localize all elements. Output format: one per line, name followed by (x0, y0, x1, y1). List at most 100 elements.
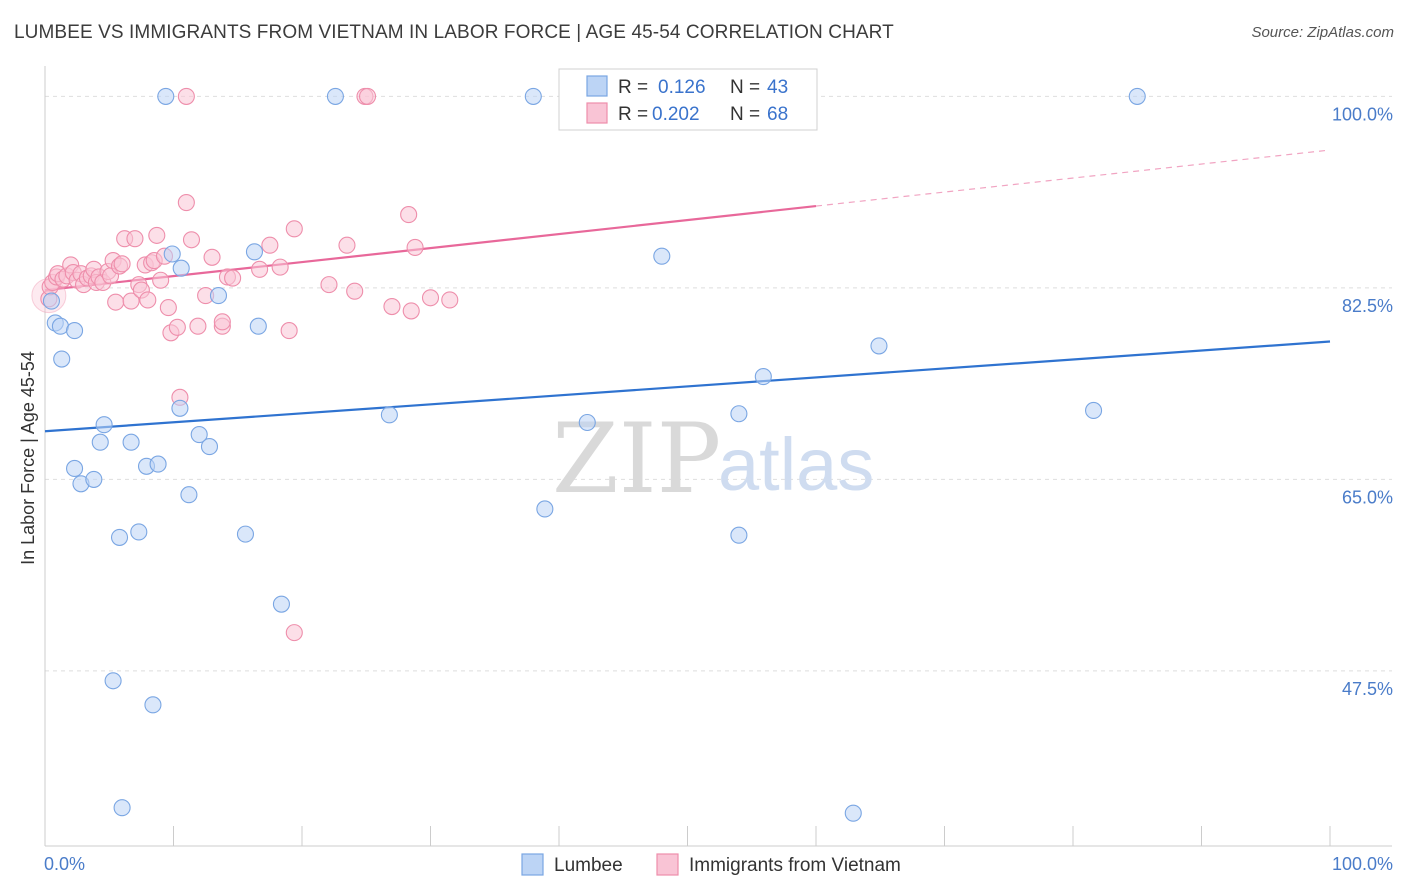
vietnam-point (148, 226, 166, 244)
lumbee-point (91, 433, 109, 451)
lumbee-r-value: 0.126 (658, 77, 706, 98)
vietnam-point (224, 269, 242, 287)
source-note: Source: ZipAtlas.com (1251, 24, 1394, 41)
lumbee-point (1085, 401, 1103, 420)
lumbee-point (1128, 87, 1146, 105)
lumbee-point (172, 259, 190, 277)
vietnam-point (159, 299, 177, 317)
x-tick-labels: 0.0% 100.0% (44, 854, 1393, 874)
lumbee-point (157, 87, 175, 105)
lumbee-point (144, 696, 162, 714)
axes (44, 66, 1392, 847)
lumbee-point (653, 247, 671, 265)
vietnam-point (320, 276, 338, 294)
vietnam-point (406, 238, 424, 256)
lumbee-point (730, 526, 748, 544)
vietnam-n-value: 68 (767, 104, 788, 125)
lumbee-point (245, 243, 264, 261)
vietnam-point (441, 291, 459, 309)
lumbee-point (85, 470, 103, 488)
vietnam-trendline-extension (815, 149, 1331, 207)
watermark: ZIP atlas (552, 403, 874, 515)
lumbee-point (104, 672, 122, 690)
lumbee-point (326, 87, 344, 105)
lumbee-point (42, 292, 60, 310)
y-tick-labels: 47.5% 65.0% 82.5% 100.0% (1332, 104, 1393, 699)
lumbee-point (113, 799, 131, 817)
lumbee-point (249, 317, 267, 335)
legend-vietnam-label: Immigrants from Vietnam (689, 855, 901, 876)
chart-title: LUMBEE VS IMMIGRANTS FROM VIETNAM IN LAB… (14, 22, 894, 43)
vietnam-n-label: N = (730, 104, 760, 125)
stats-legend: R = 0.126 N = 43 R = 0.202 N = 68 (558, 68, 818, 131)
vietnam-r-value: 0.202 (652, 104, 700, 125)
vietnam-point (346, 282, 364, 300)
vietnam-point (338, 236, 356, 254)
lumbee-point (180, 486, 198, 504)
vietnam-r-label: R = (618, 104, 648, 125)
lumbee-point (163, 245, 181, 263)
y-tick-label: 65.0% (1342, 487, 1393, 507)
vietnam-point (203, 248, 221, 266)
lumbee-point (578, 413, 596, 432)
lumbee-point (536, 500, 554, 518)
lumbee-point (844, 804, 862, 822)
series-vietnam-points (31, 87, 761, 642)
lumbee-point (209, 287, 228, 305)
vietnam-point (177, 87, 195, 105)
lumbee-point (236, 525, 255, 543)
lumbee-n-label: N = (730, 77, 760, 98)
vietnam-point (400, 206, 418, 224)
lumbee-point (66, 322, 84, 340)
vietnam-point (189, 317, 207, 335)
x-tick-label: 100.0% (1332, 854, 1393, 874)
trendlines (44, 149, 1331, 433)
lumbee-point (190, 425, 208, 444)
vietnam-point (285, 220, 303, 238)
vietnam-point (280, 322, 298, 340)
y-tick-label: 100.0% (1332, 104, 1393, 124)
lumbee-point (53, 350, 71, 368)
lumbee-point (380, 406, 398, 424)
vietnam-point (177, 194, 195, 212)
lumbee-point (110, 528, 129, 546)
y-axis-label: In Labor Force | Age 45-54 (18, 351, 38, 565)
lumbee-point (149, 455, 167, 473)
vietnam-point (126, 230, 144, 248)
lumbee-trendline (44, 340, 1331, 433)
lumbee-swatch (586, 75, 608, 97)
y-tick-label: 47.5% (1342, 679, 1393, 699)
lumbee-point (51, 317, 69, 335)
bottom-legend: Lumbee Immigrants from Vietnam (521, 853, 901, 876)
lumbee-point (272, 595, 290, 613)
vietnam-point (213, 313, 231, 331)
lumbee-point (95, 416, 113, 434)
lumbee-point (66, 459, 84, 478)
vietnam-point (421, 289, 440, 307)
lumbee-point (524, 87, 542, 105)
vietnam-point (182, 231, 201, 249)
lumbee-point (870, 337, 888, 355)
lumbee-point (130, 523, 148, 541)
vietnam-point (383, 297, 401, 316)
vietnam-point (251, 260, 269, 278)
vietnam-point (122, 292, 140, 310)
lumbee-point (171, 399, 189, 417)
vietnam-point (152, 271, 170, 289)
vietnam-trendline (44, 204, 817, 292)
legend-vietnam-swatch (656, 853, 679, 876)
lumbee-r-label: R = (618, 77, 648, 98)
legend-lumbee-swatch (521, 853, 544, 876)
vietnam-point (168, 318, 186, 336)
vietnam-point (358, 87, 377, 105)
series-lumbee-points (42, 87, 1146, 822)
vietnam-swatch (586, 102, 608, 124)
vietnam-point (113, 255, 131, 273)
lumbee-point (200, 438, 219, 456)
lumbee-n-value: 43 (767, 77, 788, 98)
watermark-zip: ZIP (552, 403, 721, 515)
lumbee-point (122, 433, 140, 451)
grid-lines (45, 95, 1392, 672)
vietnam-point (402, 302, 420, 320)
